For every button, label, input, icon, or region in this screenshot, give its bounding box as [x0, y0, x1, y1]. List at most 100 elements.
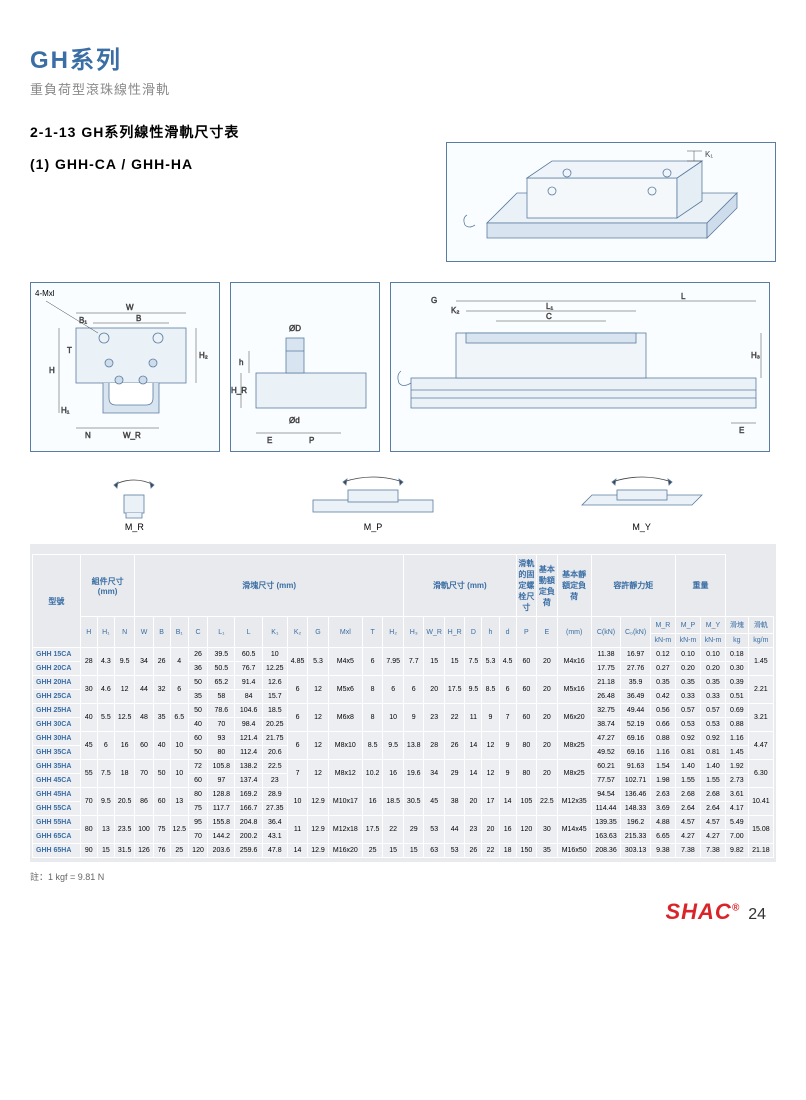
dimension-table: 型號組件尺寸 (mm)滑塊尺寸 (mm)滑軌尺寸 (mm)滑軌的固定螺栓尺寸基本…	[32, 554, 774, 858]
data-cell: 10.41	[748, 788, 773, 816]
data-cell: 0.57	[700, 704, 725, 718]
data-cell: 2.64	[675, 802, 700, 816]
data-cell: 13	[170, 788, 188, 816]
data-cell: 0.33	[675, 690, 700, 704]
data-cell: 0.20	[675, 662, 700, 676]
data-cell: 50	[153, 760, 170, 788]
dim-E2: E	[739, 426, 744, 435]
data-cell: 80	[516, 760, 536, 788]
data-cell: 44	[444, 816, 464, 844]
data-cell: 22	[444, 704, 464, 732]
data-cell: 70	[80, 788, 97, 816]
data-cell: 70	[208, 718, 235, 732]
data-cell: M5x6	[328, 676, 362, 704]
data-cell: 23	[424, 704, 444, 732]
data-cell: 39.5	[208, 648, 235, 662]
data-cell: 148.33	[621, 802, 651, 816]
table-row: GHH 15CA284.39.5342642639.560.5104.855.3…	[33, 648, 774, 662]
data-cell: 15	[97, 844, 114, 858]
data-cell: 4.17	[725, 802, 748, 816]
dim-T: T	[67, 346, 72, 355]
data-cell: 36.49	[621, 690, 651, 704]
data-cell: 4.88	[650, 816, 675, 830]
dimension-table-wrap: 型號組件尺寸 (mm)滑塊尺寸 (mm)滑軌尺寸 (mm)滑軌的固定螺栓尺寸基本…	[30, 544, 776, 862]
data-cell: 86	[135, 788, 153, 816]
data-cell: 98.4	[235, 718, 262, 732]
data-cell: 1.45	[725, 746, 748, 760]
data-cell: 12	[308, 760, 328, 788]
data-cell: 12.5	[114, 704, 134, 732]
data-cell: M8x10	[328, 732, 362, 760]
data-cell: 1.98	[650, 774, 675, 788]
data-cell: 20	[482, 816, 499, 844]
data-cell: 16	[114, 732, 134, 760]
series-title: GH系列	[30, 40, 776, 75]
col-group: 滑軌的固定螺栓尺寸	[516, 555, 536, 617]
data-cell: 20.6	[262, 746, 287, 760]
data-cell: 9.5	[383, 732, 404, 760]
data-cell: 1.40	[700, 760, 725, 774]
data-cell: 0.20	[700, 662, 725, 676]
data-cell: 53	[424, 816, 444, 844]
col-group: 組件尺寸 (mm)	[80, 555, 135, 617]
data-cell: 60	[188, 732, 207, 746]
data-cell: 0.35	[700, 676, 725, 690]
model-cell: GHH 20HA	[33, 676, 81, 690]
data-cell: 80	[188, 788, 207, 802]
data-cell: 120	[516, 816, 536, 844]
data-cell: 112.4	[235, 746, 262, 760]
data-cell: 4.5	[499, 648, 516, 676]
data-cell: 105	[516, 788, 536, 816]
data-cell: M8x25	[557, 732, 591, 760]
section-subtitle: (1) GHH-CA / GHH-HA	[30, 156, 426, 172]
data-cell: 17	[482, 788, 499, 816]
series-subtitle: 重負荷型滾珠線性滑軌	[30, 79, 776, 98]
data-cell: M6x20	[557, 704, 591, 732]
data-cell: 8	[362, 676, 382, 704]
data-cell: M12x18	[328, 816, 362, 844]
data-cell: 0.35	[675, 676, 700, 690]
data-cell: 30	[537, 816, 557, 844]
label-MY: M_Y	[572, 522, 712, 532]
data-cell: 259.6	[235, 844, 262, 858]
data-cell: 138.2	[235, 760, 262, 774]
data-cell: 94.54	[591, 788, 621, 802]
data-cell: 12.9	[308, 844, 328, 858]
dim-H: H	[49, 366, 55, 375]
data-cell: 25	[362, 844, 382, 858]
data-cell: 76	[153, 844, 170, 858]
data-cell: 0.51	[725, 690, 748, 704]
data-cell: 5.3	[308, 648, 328, 676]
dim-E: E	[267, 436, 272, 445]
data-cell: 34	[424, 760, 444, 788]
dim-B: B	[136, 314, 141, 323]
col-header: B₁	[170, 617, 188, 648]
data-cell: 70	[188, 830, 207, 844]
data-cell: 40	[188, 718, 207, 732]
table-row: GHH 25HA405.512.548356.55078.6104.618.56…	[33, 704, 774, 718]
diagram-top-iso: K₁	[446, 142, 776, 262]
col-group: 滑軌尺寸 (mm)	[404, 555, 517, 617]
col-group: 重量	[675, 555, 725, 617]
model-cell: GHH 15CA	[33, 648, 81, 662]
col-unit: kN-m	[700, 634, 725, 648]
table-header: 型號組件尺寸 (mm)滑塊尺寸 (mm)滑軌尺寸 (mm)滑軌的固定螺栓尺寸基本…	[33, 555, 774, 648]
data-cell: 27.76	[621, 662, 651, 676]
data-cell: 0.81	[700, 746, 725, 760]
data-cell: 6	[97, 732, 114, 760]
section-title: 2-1-13 GH系列線性滑軌尺寸表	[30, 122, 776, 142]
data-cell: 7.38	[675, 844, 700, 858]
data-cell: 6	[404, 676, 424, 704]
data-cell: 0.10	[700, 648, 725, 662]
dim-D: ØD	[289, 324, 301, 333]
data-cell: 136.46	[621, 788, 651, 802]
data-cell: 0.66	[650, 718, 675, 732]
data-cell: 30	[80, 676, 97, 704]
data-cell: M8x12	[328, 760, 362, 788]
data-cell: 36	[188, 662, 207, 676]
data-cell: 25	[170, 844, 188, 858]
data-cell: 6.5	[170, 704, 188, 732]
data-cell: 28	[80, 648, 97, 676]
data-cell: 0.92	[700, 732, 725, 746]
data-cell: 6	[287, 676, 307, 704]
